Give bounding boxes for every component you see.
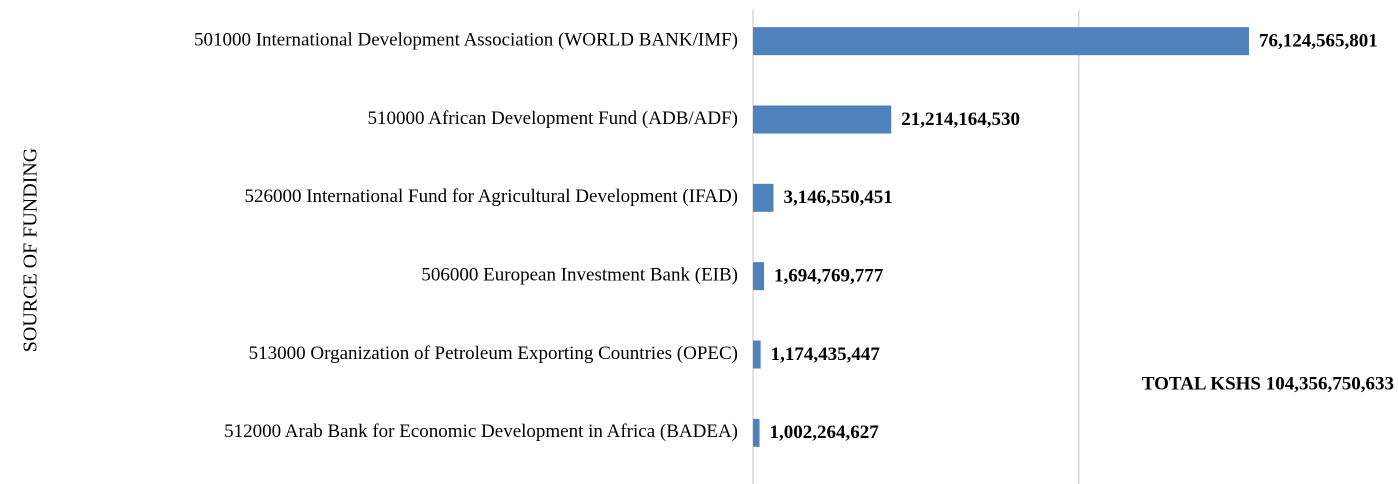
bar <box>753 183 774 212</box>
y-tick-label: 501000 International Development Associa… <box>194 30 738 51</box>
bar <box>753 262 765 291</box>
data-label: 1,002,264,627 <box>770 422 880 443</box>
y-tick-label: 512000 Arab Bank for Economic Developmen… <box>224 421 738 442</box>
data-label: 3,146,550,451 <box>784 187 893 208</box>
y-tick-label: 510000 African Development Fund (ADB/ADF… <box>368 108 738 129</box>
data-label: 21,214,164,530 <box>901 109 1020 130</box>
bar <box>753 105 892 134</box>
y-tick-label: 513000 Organization of Petroleum Exporti… <box>249 343 738 364</box>
y-axis-label: SOURCE OF FUNDING <box>20 148 42 352</box>
bar <box>753 418 760 447</box>
bar <box>753 27 1249 56</box>
data-label: 1,174,435,447 <box>771 344 881 365</box>
y-tick-label: 526000 International Fund for Agricultur… <box>244 186 738 207</box>
annotation: TOTAL KSHS 104,356,750,633 <box>1142 373 1394 394</box>
data-label: 1,694,769,777 <box>774 266 884 287</box>
bar <box>753 340 761 369</box>
data-label: 76,124,565,801 <box>1259 31 1378 52</box>
y-tick-label: 506000 European Investment Bank (EIB) <box>421 265 738 286</box>
